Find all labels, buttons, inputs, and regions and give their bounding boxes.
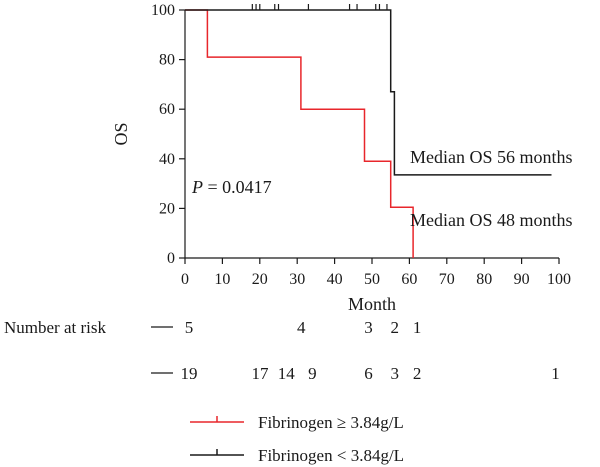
risk-count: 3 <box>390 364 399 383</box>
x-tick-label: 50 <box>364 271 380 288</box>
x-tick-label: 90 <box>514 271 530 288</box>
y-tick-label: 20 <box>159 200 175 217</box>
p-value-annotation: P = 0.0417 <box>191 177 272 197</box>
x-tick-label: 60 <box>401 271 417 288</box>
x-tick-label: 30 <box>289 271 305 288</box>
legend: Fibrinogen ≥ 3.84g/L Fibrinogen < 3.84g/… <box>190 413 404 465</box>
risk-count: 1 <box>551 364 560 383</box>
x-axis-title: Month <box>348 294 396 314</box>
x-ticks: 0 10 20 30 40 50 60 70 80 90 100 <box>181 258 571 288</box>
p-symbol: P <box>191 177 203 197</box>
risk-count: 5 <box>185 318 194 337</box>
survival-curve-2 <box>185 9 552 176</box>
risk-values: 5 4 3 2 119 17 14 9 6 3 2 1 <box>181 318 560 383</box>
risk-count: 4 <box>297 318 306 337</box>
y-tick-label: 40 <box>159 151 175 168</box>
median-os-low-label: Median OS 48 months <box>410 210 573 230</box>
risk-count: 14 <box>278 364 296 383</box>
x-tick-label: 80 <box>476 271 492 288</box>
survival-curve-1 <box>185 9 414 258</box>
median-os-high-label: Median OS 56 months <box>410 147 573 167</box>
risk-table-title: Number at risk <box>4 318 106 337</box>
y-axis-title: OS <box>111 122 131 145</box>
risk-count: 17 <box>252 364 270 383</box>
risk-count: 2 <box>413 364 422 383</box>
risk-count: 3 <box>364 318 373 337</box>
legend-swatch-low <box>190 449 244 456</box>
risk-count: 2 <box>390 318 399 337</box>
y-ticks: 0 20 40 60 80 100 <box>151 2 185 267</box>
x-tick-label: 100 <box>547 271 571 288</box>
survival-curves <box>185 4 552 258</box>
legend-label-low: Fibrinogen < 3.84g/L <box>258 446 404 465</box>
x-tick-label: 40 <box>327 271 343 288</box>
legend-swatch-high <box>190 416 244 423</box>
x-tick-label: 10 <box>214 271 230 288</box>
risk-count: 1 <box>413 318 422 337</box>
y-tick-label: 0 <box>167 250 175 267</box>
x-tick-label: 20 <box>252 271 268 288</box>
risk-count: 9 <box>308 364 317 383</box>
y-tick-label: 80 <box>159 52 175 69</box>
legend-label-high: Fibrinogen ≥ 3.84g/L <box>258 413 404 432</box>
x-tick-label: 70 <box>439 271 455 288</box>
risk-count: 6 <box>364 364 373 383</box>
risk-count: 19 <box>181 364 198 383</box>
p-value: = 0.0417 <box>203 177 272 197</box>
x-tick-label: 0 <box>181 271 189 288</box>
y-tick-label: 60 <box>159 101 175 118</box>
y-tick-label: 100 <box>151 2 175 19</box>
